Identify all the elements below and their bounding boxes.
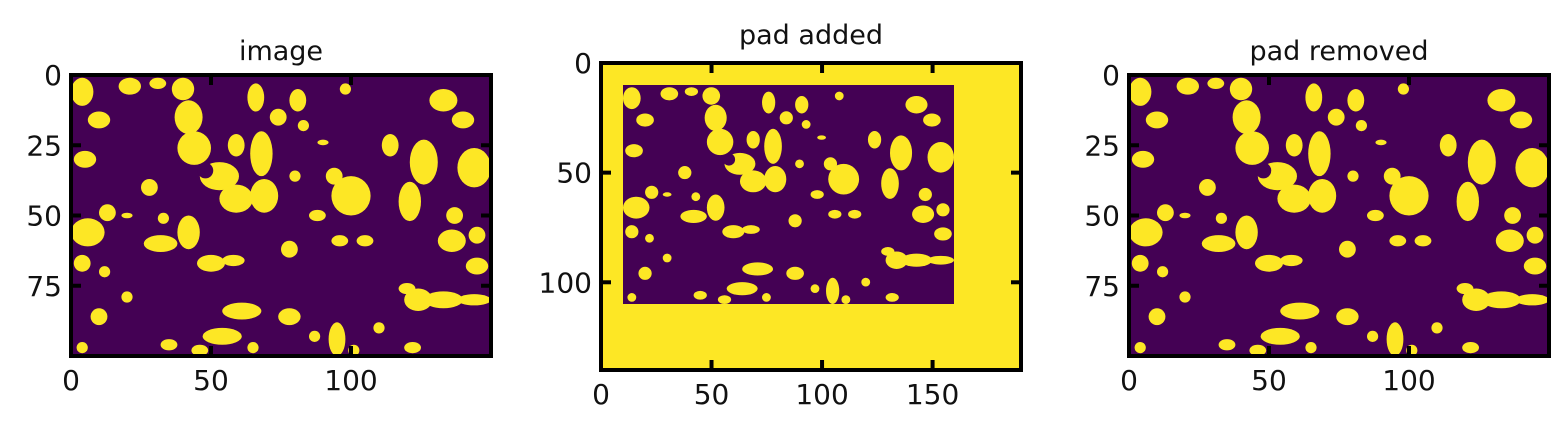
x-tick-label: 0 [592,378,610,411]
heatmap-image [71,75,491,356]
x-tick-label: 50 [1251,364,1287,397]
x-tick-label: 100 [324,364,377,397]
panel-image: image 0 50 100 0 25 50 75 [26,36,493,397]
x-tick-label: 100 [1382,364,1435,397]
x-tick-label: 0 [1120,364,1138,397]
tick-group: 0 50 100 0 25 50 75 [26,59,491,397]
panel-pad-removed: pad removed 0 50 100 0 25 50 75 [1084,36,1551,397]
panel-title-image: image [239,36,323,67]
panel-title-pad-removed: pad removed [1249,36,1428,67]
y-tick-label: 50 [26,200,62,233]
tick-group: 0 50 100 0 25 50 75 [1084,59,1549,397]
y-tick-label: 25 [1084,129,1120,162]
y-tick-label: 100 [539,266,592,299]
x-tick-label: 0 [62,364,80,397]
heatmap-pad-removed [1129,75,1549,356]
axes-frame [599,61,1023,372]
y-tick-label: 75 [1084,270,1120,303]
y-tick-label: 75 [26,270,62,303]
heatmap-pad-added [623,85,954,304]
tick-group: 0 50 100 150 0 50 100 [539,47,1021,411]
x-tick-label: 50 [193,364,229,397]
y-tick-label: 50 [556,157,592,190]
panel-pad-added: pad added 0 50 100 150 0 50 100 [539,20,1023,411]
y-tick-label: 0 [44,59,62,92]
x-tick-label: 50 [694,378,730,411]
y-tick-label: 50 [1084,200,1120,233]
y-tick-label: 0 [574,47,592,80]
x-tick-label: 150 [906,378,959,411]
y-tick-label: 0 [1102,59,1120,92]
y-tick-label: 25 [26,129,62,162]
x-tick-label: 100 [795,378,848,411]
panel-title-pad-added: pad added [739,20,883,51]
